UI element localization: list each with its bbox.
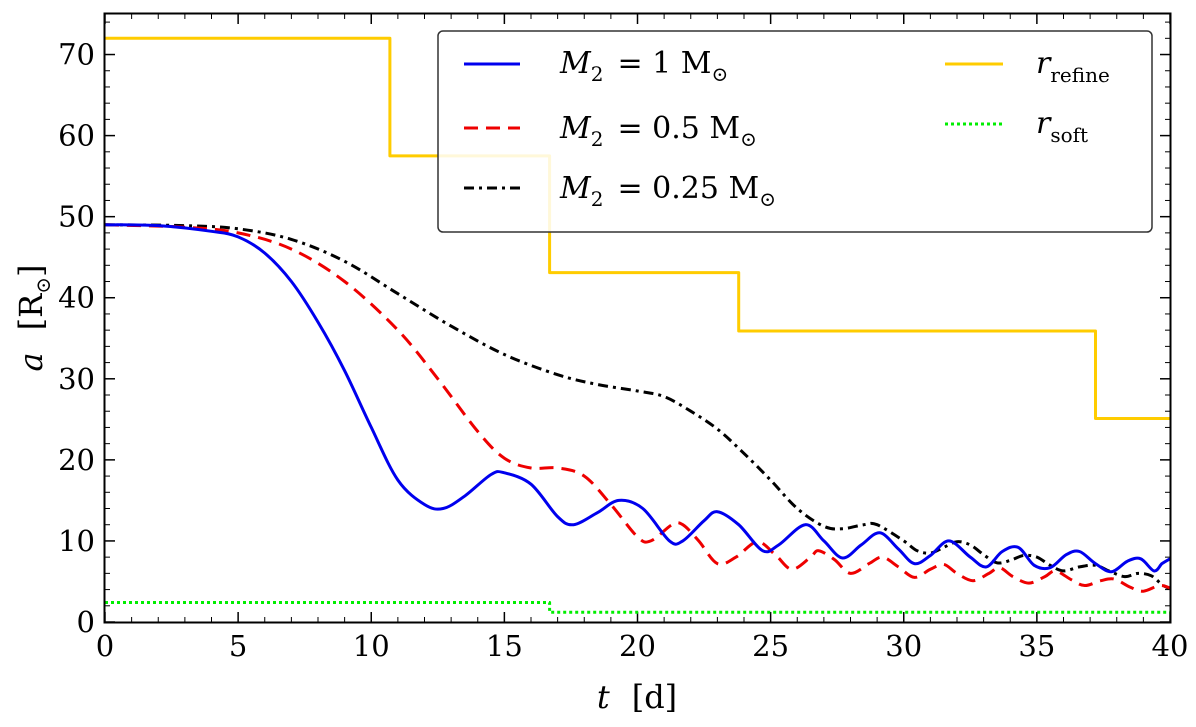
x-tick-label: 10 bbox=[353, 629, 390, 663]
y-tick-label: 60 bbox=[58, 119, 95, 153]
legend-box bbox=[437, 30, 1153, 233]
x-tick-label: 40 bbox=[1152, 629, 1189, 663]
legend-swatches bbox=[464, 62, 1003, 190]
series-line-2 bbox=[104, 223, 1171, 591]
y-axis-label: a[R⊙] bbox=[12, 265, 55, 372]
series-line-0 bbox=[104, 223, 1171, 574]
y-tick-label: 10 bbox=[58, 524, 95, 558]
legend-label-soft: rsoft bbox=[1036, 106, 1088, 147]
series-line-4 bbox=[105, 601, 1170, 614]
x-tick-label: 35 bbox=[1018, 629, 1055, 663]
tick-labels: 0 5 10 15 20 25 30 35 40 0 10 20 30 40 50 60 70 bbox=[58, 38, 1188, 663]
x-tick-label: 5 bbox=[229, 629, 247, 663]
legend-label-m025: M2 = 0.25 M⊙ bbox=[559, 171, 776, 211]
y-tick-label: 40 bbox=[58, 281, 95, 315]
y-tick-label: 70 bbox=[58, 38, 95, 72]
x-tick-label: 30 bbox=[885, 629, 922, 663]
y-tick-label: 50 bbox=[58, 200, 95, 234]
series-line-3 bbox=[105, 36, 1170, 420]
series-line-1 bbox=[104, 223, 1171, 593]
x-tick-label: 0 bbox=[96, 629, 114, 663]
x-axis-label: t [d] bbox=[597, 678, 677, 716]
series-layer bbox=[104, 36, 1171, 614]
legend: M2 = 1 M⊙ M2 = 0.5 M⊙ M2 = 0.25 M⊙ rrefine … bbox=[437, 30, 1153, 233]
x-tick-label: 15 bbox=[486, 629, 523, 663]
x-tick-label: 20 bbox=[619, 629, 656, 663]
y-tick-label: 0 bbox=[77, 605, 95, 639]
y-tick-label: 20 bbox=[58, 443, 95, 477]
plot-frame bbox=[103, 12, 1172, 624]
legend-label-m1: M2 = 1 M⊙ bbox=[559, 46, 728, 86]
legend-label-refine: rrefine bbox=[1036, 46, 1110, 87]
legend-label-m05: M2 = 0.5 M⊙ bbox=[559, 111, 757, 151]
y-tick-label: 30 bbox=[58, 362, 95, 396]
x-tick-label: 25 bbox=[752, 629, 789, 663]
